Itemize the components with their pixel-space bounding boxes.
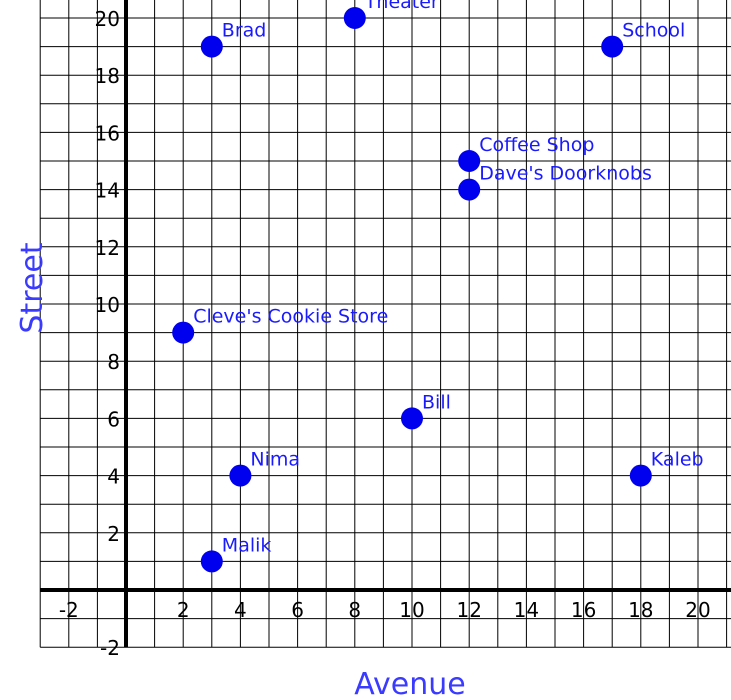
data-point <box>229 464 252 487</box>
data-point <box>458 150 481 172</box>
x-tick-label: 12 <box>456 598 481 622</box>
point-label: Bill <box>422 391 451 413</box>
point-label: Nima <box>250 449 300 471</box>
x-tick-label: 6 <box>291 598 304 622</box>
y-tick-label: -2 <box>100 636 120 660</box>
data-point <box>601 35 624 58</box>
point-label: School <box>622 20 685 42</box>
axes <box>40 0 731 648</box>
y-tick-label: 18 <box>95 64 120 88</box>
x-tick-label: 4 <box>234 598 247 622</box>
point-label: Coffee Shop <box>479 134 594 156</box>
data-points: Brad Theater School Coffee Shop Dave's Doork… <box>172 0 704 573</box>
x-axis-title: Avenue <box>354 667 465 700</box>
point-label: Malik <box>222 534 272 556</box>
y-tick-label: 12 <box>95 236 120 260</box>
x-tick-label: 20 <box>685 598 710 622</box>
point-label: Dave's Doorknobs <box>479 163 652 185</box>
data-point <box>458 178 481 201</box>
x-tick-label: 18 <box>628 598 653 622</box>
y-tick-label: 8 <box>107 350 120 374</box>
point-label: Cleve's Cookie Store <box>193 306 388 328</box>
x-tick-label: 10 <box>399 598 424 622</box>
y-tick-label: 2 <box>107 522 120 546</box>
y-tick-label: 20 <box>95 7 120 31</box>
point-label: Theater <box>364 0 439 13</box>
data-point <box>200 35 223 58</box>
x-tick-label: 2 <box>177 598 190 622</box>
data-point <box>343 7 366 29</box>
y-tick-label: 16 <box>95 121 120 145</box>
data-point <box>172 321 195 344</box>
x-tick-label: 16 <box>571 598 596 622</box>
y-tick-label: 10 <box>95 293 120 317</box>
y-tick-label: 6 <box>107 407 120 431</box>
y-axis-title: Street <box>15 242 50 333</box>
data-point <box>200 550 223 573</box>
point-label: Kaleb <box>651 449 704 471</box>
x-tick-label: 8 <box>348 598 361 622</box>
data-point <box>401 407 423 430</box>
y-tick-label: 4 <box>107 465 120 489</box>
data-point <box>629 464 652 487</box>
x-tick-label: -2 <box>59 598 79 622</box>
tick-labels: -2 2 4 6 8 10 12 14 16 18 20 -2 2 4 6 8 10 12 14 16 18 20 <box>59 7 711 660</box>
x-tick-label: 14 <box>514 598 539 622</box>
point-label: Brad <box>222 20 267 42</box>
y-tick-label: 14 <box>95 179 120 203</box>
